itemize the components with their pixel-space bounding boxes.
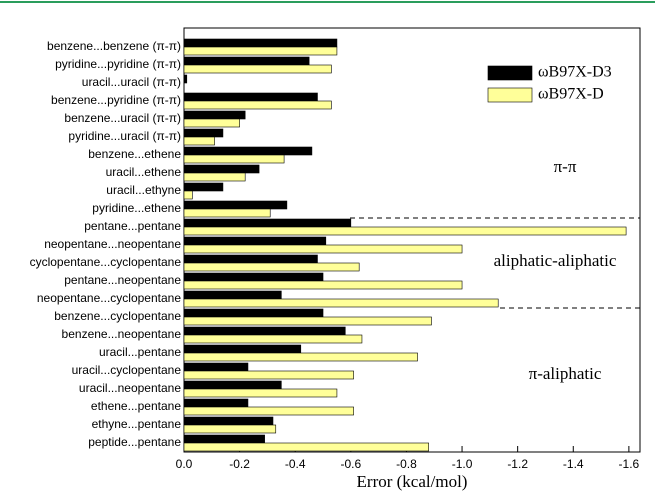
y-tick-label: uracil...ethene xyxy=(106,165,182,179)
bar xyxy=(183,146,313,156)
bar xyxy=(183,172,246,182)
annotation: π-aliphatic xyxy=(529,364,602,383)
x-tick-label: -1.6 xyxy=(619,457,640,471)
bar xyxy=(183,128,224,138)
y-tick-label: ethene...pentane xyxy=(91,399,181,413)
y-tick-label: benzene...neopentane xyxy=(62,327,182,341)
x-tick-label: -0.6 xyxy=(340,457,361,471)
bar xyxy=(183,208,271,218)
bar xyxy=(183,110,246,120)
bar xyxy=(183,308,324,318)
bar xyxy=(183,424,277,434)
y-tick-label: uracil...pentane xyxy=(99,345,181,359)
legend-swatch xyxy=(487,87,533,103)
x-tick-label: 0.0 xyxy=(176,457,193,471)
y-tick-label: cyclopentane...cyclopentane xyxy=(30,255,182,269)
y-tick-label: uracil...neopentane xyxy=(79,381,181,395)
legend-label: ωB97X-D3 xyxy=(538,64,612,81)
y-tick-label: benzene...pyridine (π-π) xyxy=(51,93,181,107)
y-tick-label: uracil...uracil (π-π) xyxy=(82,75,181,89)
bar xyxy=(183,334,363,344)
bar xyxy=(183,244,463,254)
bar xyxy=(183,164,260,174)
bar xyxy=(183,398,249,408)
y-tick-label: ethyne...pentane xyxy=(92,417,182,431)
y-tick-label: benzene...ethene xyxy=(88,147,181,161)
bar xyxy=(183,280,463,290)
bar xyxy=(183,74,188,84)
x-tick-label: -1.2 xyxy=(507,457,528,471)
bar xyxy=(183,272,324,282)
y-tick-label: benzene...benzene (π-π) xyxy=(47,39,181,53)
bar xyxy=(183,218,352,228)
bar xyxy=(183,326,346,336)
bar xyxy=(183,406,354,416)
x-tick-label: -0.8 xyxy=(396,457,417,471)
y-tick-label: pyridine...pyridine (π-π) xyxy=(55,57,181,71)
bar xyxy=(183,136,215,146)
x-tick-label: -0.2 xyxy=(229,457,250,471)
x-axis-title: Error (kcal/mol) xyxy=(357,472,468,491)
y-tick-label: uracil...cyclopentane xyxy=(72,363,182,377)
y-tick-label: pyridine...uracil (π-π) xyxy=(68,129,181,143)
y-tick-label: benzene...uracil (π-π) xyxy=(64,111,181,125)
bar xyxy=(183,254,318,264)
bar xyxy=(183,298,499,308)
y-tick-label: pentane...pentane xyxy=(84,219,181,233)
bar xyxy=(183,154,285,164)
bar xyxy=(183,316,432,326)
bar xyxy=(183,262,360,272)
bar xyxy=(183,380,282,390)
bar xyxy=(183,190,193,200)
x-tick-label: -0.4 xyxy=(285,457,306,471)
annotation: π-π xyxy=(554,157,577,176)
bar xyxy=(183,118,240,128)
bar xyxy=(183,434,265,444)
bar xyxy=(183,236,327,246)
x-tick-label: -1.4 xyxy=(563,457,584,471)
annotation: aliphatic-aliphatic xyxy=(494,251,617,270)
y-tick-label: benzene...cyclopentane xyxy=(54,309,181,323)
bar xyxy=(183,370,354,380)
bar xyxy=(183,442,429,452)
y-tick-label: neopentane...neopentane xyxy=(44,237,181,251)
y-tick-label: pyridine...ethene xyxy=(92,201,181,215)
bar xyxy=(183,56,310,66)
legend-swatch xyxy=(487,65,533,81)
bar xyxy=(183,388,338,398)
bar xyxy=(183,226,627,236)
y-tick-label: neopentane...cyclopentane xyxy=(37,291,181,305)
bar xyxy=(183,290,282,300)
bar xyxy=(183,362,249,372)
bar xyxy=(183,352,418,362)
bar xyxy=(183,92,318,102)
bar xyxy=(183,38,338,48)
y-tick-label: pentane...neopentane xyxy=(64,273,181,287)
y-tick-label: peptide...pentane xyxy=(88,435,181,449)
bar xyxy=(183,100,332,110)
bar xyxy=(183,46,338,56)
bar xyxy=(183,200,288,210)
bar xyxy=(183,344,302,354)
x-tick-label: -1.0 xyxy=(452,457,473,471)
y-tick-label: uracil...ethyne xyxy=(106,183,181,197)
bar xyxy=(183,64,332,74)
legend-label: ωB97X-D xyxy=(538,86,604,103)
bar xyxy=(183,416,274,426)
bar xyxy=(183,182,224,192)
